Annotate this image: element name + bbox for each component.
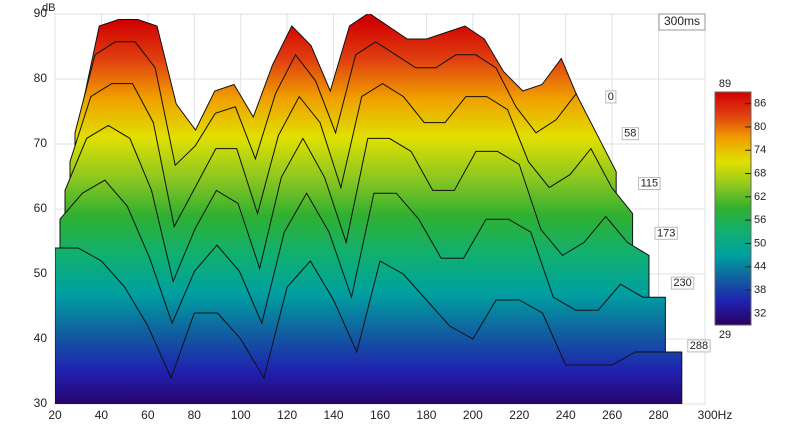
slice-time-label: 115 [641,178,659,190]
colorbar-tick-label: 86 [754,98,766,110]
slice-label-box [621,127,639,141]
x-tick-label: 120 [277,408,297,422]
x-tick-label: 100 [231,408,251,422]
x-tick-label: 200 [463,408,483,422]
slice-label-box [670,276,695,290]
y-tick-label: 50 [34,266,48,280]
colorbar-tick-label: 38 [754,284,766,296]
y-tick-label: 80 [34,71,48,85]
x-tick-label: 300Hz [698,408,733,422]
slice-label-box [605,90,617,104]
colorbar-tick-label: 62 [754,191,766,203]
y-tick-label: 70 [34,136,48,150]
x-tick-label: 20 [48,408,62,422]
slice [55,247,683,404]
x-tick-label: 140 [324,408,344,422]
x-tick-label: 280 [649,408,669,422]
slice-time-label: 58 [624,128,636,140]
x-tick-label: 60 [141,408,155,422]
colorbar-tick-label: 56 [754,214,766,226]
slice-time-label: 230 [673,277,691,289]
x-tick-label: 260 [602,408,622,422]
slice-time-label: 288 [690,340,708,352]
x-tick-label: 80 [188,408,202,422]
slice-time-label: 173 [657,227,675,239]
x-tick-label: 160 [370,408,390,422]
slice-label-box [638,177,661,191]
colorbar-tick-label: 80 [754,121,766,133]
colorbar-min: 29 [719,329,731,341]
y-tick-label: 60 [34,201,48,215]
slices [55,14,683,404]
colorbar-tick-label: 68 [754,167,766,179]
y-tick-label: 30 [34,396,48,410]
colorbar-max: 89 [719,78,731,90]
time-label: 300ms [664,14,700,28]
x-tick-label: 40 [95,408,109,422]
colorbar [714,91,752,326]
x-tick-label: 240 [556,408,576,422]
y-tick-label: 90 [34,6,48,20]
y-tick-label: 40 [34,331,48,345]
slice-label-box [687,339,711,353]
colorbar-tick-label: 50 [754,237,766,249]
slice-label-box [654,226,678,240]
y-axis-label: dB [42,2,55,14]
colorbar-tick-label: 44 [754,261,766,273]
time-box [658,13,706,31]
colorbar-tick-label: 32 [754,307,766,319]
colorbar-tick-label: 74 [754,144,766,156]
slice-time-label: 0 [608,91,614,103]
x-tick-label: 220 [509,408,529,422]
x-tick-label: 180 [416,408,436,422]
